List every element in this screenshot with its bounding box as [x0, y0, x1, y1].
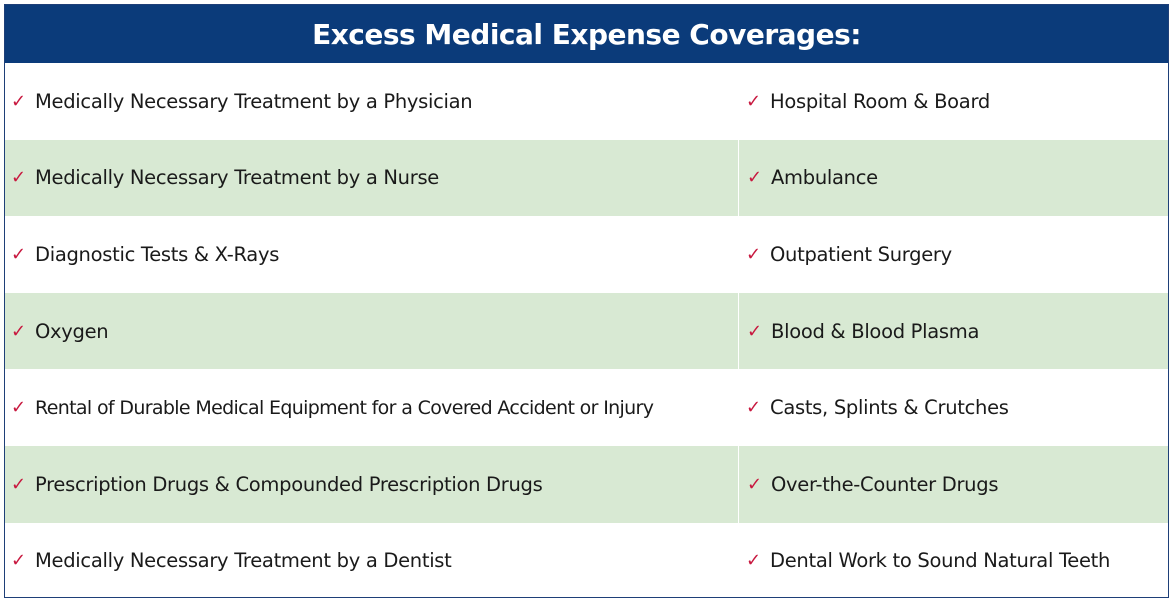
table-row: ✓ Prescription Drugs & Compounded Prescr…: [5, 445, 1168, 523]
checkmark-icon: ✓: [11, 473, 27, 495]
checkmark-icon: ✓: [747, 320, 763, 342]
table-row: ✓ Diagnostic Tests & X-Rays ✓ Outpatient…: [5, 216, 1168, 293]
coverage-table: Excess Medical Expense Coverages: ✓ Medi…: [4, 4, 1169, 598]
coverage-label: Ambulance: [771, 166, 878, 190]
coverage-item: ✓ Oxygen: [5, 293, 738, 370]
checkmark-icon: ✓: [746, 243, 762, 265]
checkmark-icon: ✓: [746, 90, 762, 112]
coverage-label: Blood & Blood Plasma: [771, 319, 980, 343]
coverage-label: Dental Work to Sound Natural Teeth: [770, 549, 1111, 573]
coverage-item: ✓ Prescription Drugs & Compounded Prescr…: [5, 446, 738, 523]
coverage-label: Medically Necessary Treatment by a Denti…: [35, 549, 452, 573]
coverage-item: ✓ Blood & Blood Plasma: [738, 292, 1168, 370]
coverage-item: ✓ Hospital Room & Board: [738, 63, 1168, 140]
checkmark-icon: ✓: [11, 320, 27, 342]
checkmark-icon: ✓: [746, 550, 762, 572]
checkmark-icon: ✓: [11, 90, 27, 112]
coverage-label: Prescription Drugs & Compounded Prescrip…: [35, 472, 543, 496]
checkmark-icon: ✓: [11, 243, 27, 265]
coverage-item: ✓ Over-the-Counter Drugs: [738, 445, 1168, 523]
coverage-item: ✓ Diagnostic Tests & X-Rays: [5, 216, 738, 293]
checkmark-icon: ✓: [747, 167, 763, 189]
coverage-item: ✓ Rental of Durable Medical Equipment fo…: [5, 369, 738, 446]
checkmark-icon: ✓: [11, 397, 27, 419]
coverage-item: ✓ Casts, Splints & Crutches: [738, 369, 1168, 446]
table-title: Excess Medical Expense Coverages:: [312, 17, 861, 51]
coverage-item: ✓ Medically Necessary Treatment by a Den…: [5, 523, 738, 600]
coverage-item: ✓ Ambulance: [738, 139, 1168, 217]
coverage-label: Rental of Durable Medical Equipment for …: [35, 396, 654, 419]
coverage-rows: ✓ Medically Necessary Treatment by a Phy…: [5, 63, 1168, 599]
coverage-label: Hospital Room & Board: [770, 89, 990, 113]
coverage-label: Outpatient Surgery: [770, 242, 952, 266]
table-row: ✓ Rental of Durable Medical Equipment fo…: [5, 369, 1168, 446]
table-row: ✓ Medically Necessary Treatment by a Phy…: [5, 63, 1168, 140]
coverage-label: Oxygen: [35, 319, 109, 343]
checkmark-icon: ✓: [746, 397, 762, 419]
coverage-label: Casts, Splints & Crutches: [770, 396, 1009, 420]
table-row: ✓ Medically Necessary Treatment by a Nur…: [5, 139, 1168, 217]
coverage-label: Diagnostic Tests & X-Rays: [35, 242, 280, 266]
checkmark-icon: ✓: [747, 473, 763, 495]
coverage-item: ✓ Dental Work to Sound Natural Teeth: [738, 523, 1168, 600]
coverage-item: ✓ Outpatient Surgery: [738, 216, 1168, 293]
checkmark-icon: ✓: [11, 550, 27, 572]
coverage-item: ✓ Medically Necessary Treatment by a Phy…: [5, 63, 738, 140]
checkmark-icon: ✓: [11, 167, 27, 189]
coverage-label: Medically Necessary Treatment by a Nurse: [35, 166, 439, 190]
coverage-label: Over-the-Counter Drugs: [771, 472, 999, 496]
table-row: ✓ Medically Necessary Treatment by a Den…: [5, 523, 1168, 600]
table-header: Excess Medical Expense Coverages:: [5, 5, 1168, 63]
table-row: ✓ Oxygen ✓ Blood & Blood Plasma: [5, 292, 1168, 370]
coverage-label: Medically Necessary Treatment by a Physi…: [35, 89, 473, 113]
coverage-item: ✓ Medically Necessary Treatment by a Nur…: [5, 140, 738, 217]
